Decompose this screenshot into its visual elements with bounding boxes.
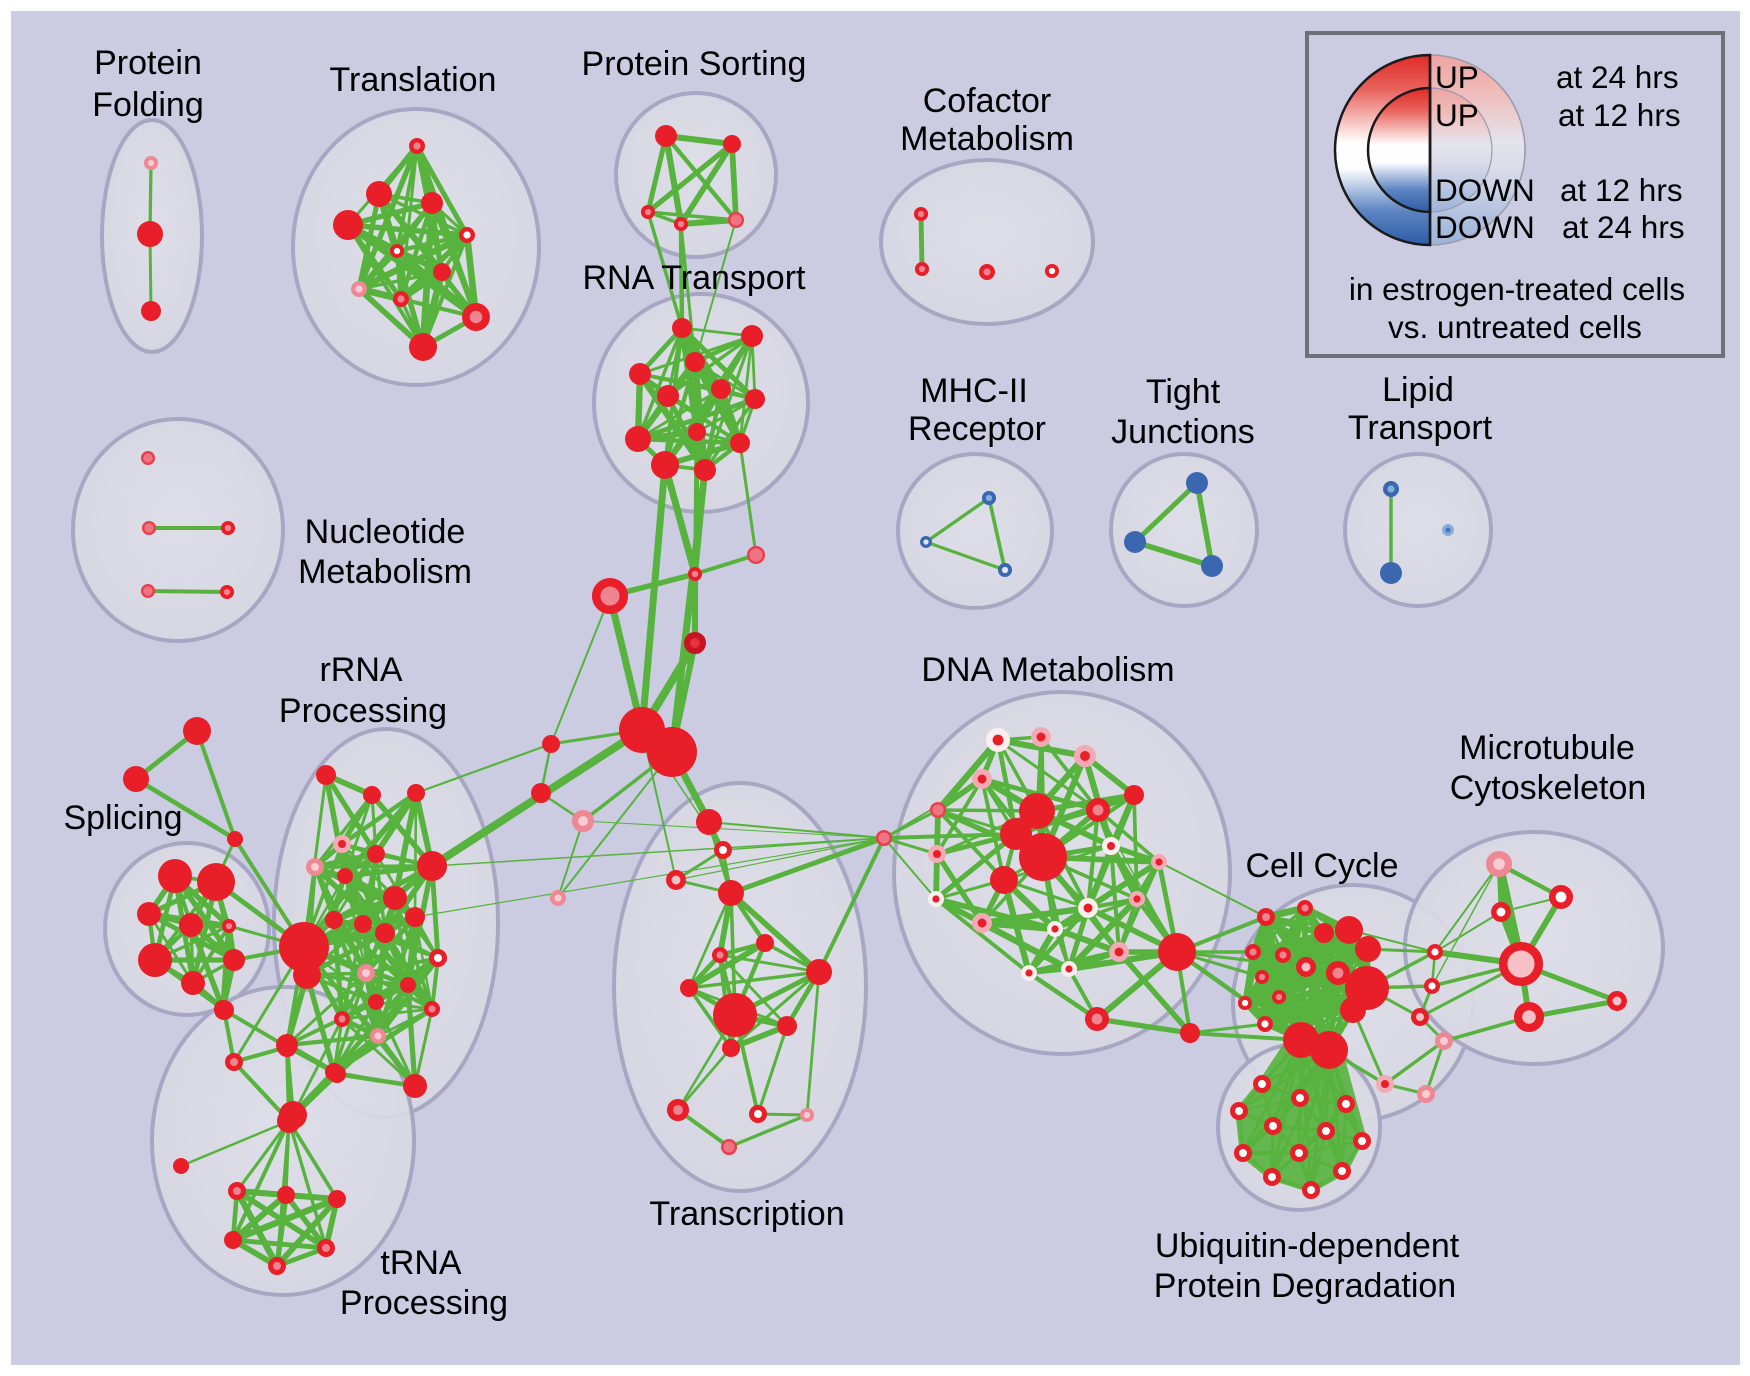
svg-text:Translation: Translation	[330, 61, 497, 99]
svg-text:MHC-II: MHC-II	[920, 372, 1028, 410]
svg-text:tRNA: tRNA	[380, 1244, 462, 1282]
svg-text:Protein Sorting: Protein Sorting	[582, 45, 807, 83]
svg-text:Cytoskeleton: Cytoskeleton	[1450, 769, 1647, 807]
svg-text:Cell Cycle: Cell Cycle	[1245, 847, 1398, 885]
svg-text:RNA Transport: RNA Transport	[583, 259, 807, 297]
svg-text:Metabolism: Metabolism	[298, 553, 472, 591]
svg-text:Cofactor: Cofactor	[923, 82, 1052, 120]
svg-text:DOWN: DOWN	[1435, 172, 1535, 208]
svg-text:Microtubule: Microtubule	[1459, 729, 1635, 767]
svg-text:at 24 hrs: at 24 hrs	[1562, 209, 1685, 245]
svg-text:Metabolism: Metabolism	[900, 120, 1074, 158]
svg-text:Ubiquitin-dependent: Ubiquitin-dependent	[1155, 1227, 1460, 1265]
svg-text:DNA Metabolism: DNA Metabolism	[921, 651, 1174, 689]
svg-text:Transcription: Transcription	[649, 1195, 844, 1233]
svg-text:vs. untreated cells: vs. untreated cells	[1388, 309, 1642, 345]
svg-text:Transport: Transport	[1348, 409, 1493, 447]
svg-text:at 12 hrs: at 12 hrs	[1558, 97, 1681, 133]
svg-text:in estrogen-treated cells: in estrogen-treated cells	[1349, 271, 1685, 307]
svg-text:Tight: Tight	[1146, 373, 1221, 411]
svg-text:Nucleotide: Nucleotide	[305, 513, 466, 551]
svg-text:Processing: Processing	[279, 692, 447, 730]
svg-text:DOWN: DOWN	[1435, 209, 1535, 245]
svg-text:Splicing: Splicing	[63, 799, 182, 837]
svg-text:Receptor: Receptor	[908, 410, 1046, 448]
svg-text:UP: UP	[1435, 97, 1479, 133]
svg-text:at 24 hrs: at 24 hrs	[1556, 59, 1679, 95]
svg-text:Folding: Folding	[92, 86, 204, 124]
svg-text:Protein Degradation: Protein Degradation	[1154, 1267, 1456, 1305]
svg-text:rRNA: rRNA	[319, 651, 402, 689]
svg-text:Processing: Processing	[340, 1284, 508, 1322]
svg-text:Junctions: Junctions	[1111, 413, 1255, 451]
svg-text:Lipid: Lipid	[1382, 371, 1454, 409]
svg-text:UP: UP	[1435, 59, 1479, 95]
svg-text:Protein: Protein	[94, 44, 202, 82]
svg-text:at 12 hrs: at 12 hrs	[1560, 172, 1683, 208]
